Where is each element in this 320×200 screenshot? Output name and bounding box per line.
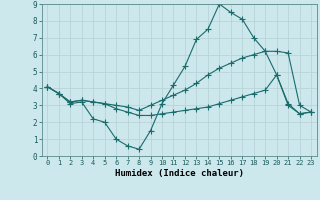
X-axis label: Humidex (Indice chaleur): Humidex (Indice chaleur)	[115, 169, 244, 178]
